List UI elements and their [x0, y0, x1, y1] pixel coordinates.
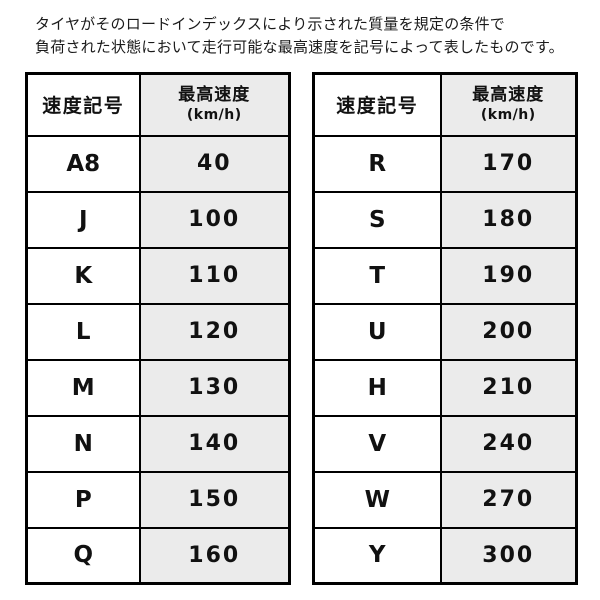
max-speed-cell: 120 [138, 302, 291, 361]
table-row: N 140 [25, 414, 291, 473]
speed-symbol-cell: U [312, 302, 442, 361]
speed-symbol-cell: S [312, 190, 442, 249]
table-row: U 200 [312, 302, 578, 361]
speed-tables-container: 速度記号 最高速度 (km/h) A8 40 J 100 K [25, 72, 578, 585]
table-row: Y 300 [312, 526, 578, 585]
max-speed-cell: 170 [439, 134, 578, 193]
speed-symbol-cell: V [312, 414, 442, 473]
table-row: V 240 [312, 414, 578, 473]
column-header-speed-symbol: 速度記号 [25, 72, 141, 137]
table-row: R 170 [312, 134, 578, 193]
speed-symbol-cell: R [312, 134, 442, 193]
speed-table-right: 速度記号 最高速度 (km/h) R 170 S 180 T [312, 72, 578, 585]
table-row: M 130 [25, 358, 291, 417]
max-speed-cell: 270 [439, 470, 578, 529]
table-row: H 210 [312, 358, 578, 417]
table-row: A8 40 [25, 134, 291, 193]
max-speed-header-label: 最高速度 [178, 85, 251, 106]
header-row: 速度記号 最高速度 (km/h) [25, 72, 291, 137]
max-speed-cell: 200 [439, 302, 578, 361]
max-speed-header-unit: (km/h) [186, 106, 242, 123]
column-header-max-speed: 最高速度 (km/h) [439, 72, 578, 137]
speed-symbol-cell: M [25, 358, 141, 417]
max-speed-cell: 180 [439, 190, 578, 249]
header-row: 速度記号 最高速度 (km/h) [312, 72, 578, 137]
speed-symbol-cell: P [25, 470, 141, 529]
max-speed-cell: 190 [439, 246, 578, 305]
column-header-max-speed: 最高速度 (km/h) [138, 72, 291, 137]
max-speed-cell: 100 [138, 190, 291, 249]
table-row: L 120 [25, 302, 291, 361]
speed-symbol-cell: W [312, 470, 442, 529]
intro-text: タイヤがそのロードインデックスにより示された質量を規定の条件で 負荷された状態に… [35, 13, 564, 59]
speed-symbol-cell: Y [312, 526, 442, 585]
max-speed-cell: 110 [138, 246, 291, 305]
max-speed-header-unit: (km/h) [480, 106, 536, 123]
table-row: T 190 [312, 246, 578, 305]
max-speed-cell: 240 [439, 414, 578, 473]
speed-symbol-cell: L [25, 302, 141, 361]
table-row: K 110 [25, 246, 291, 305]
max-speed-cell: 130 [138, 358, 291, 417]
column-header-speed-symbol: 速度記号 [312, 72, 442, 137]
speed-symbol-cell: J [25, 190, 141, 249]
speed-symbol-cell: N [25, 414, 141, 473]
table-row: S 180 [312, 190, 578, 249]
max-speed-cell: 40 [138, 134, 291, 193]
speed-symbol-cell: Q [25, 526, 141, 585]
speed-table-left: 速度記号 最高速度 (km/h) A8 40 J 100 K [25, 72, 291, 585]
table-row: Q 160 [25, 526, 291, 585]
speed-symbol-cell: H [312, 358, 442, 417]
max-speed-cell: 210 [439, 358, 578, 417]
table-row: W 270 [312, 470, 578, 529]
intro-line-1: タイヤがそのロードインデックスにより示された質量を規定の条件で [35, 15, 506, 33]
speed-symbol-cell: K [25, 246, 141, 305]
intro-line-2: 負荷された状態において走行可能な最高速度を記号によって表したものです。 [35, 38, 564, 56]
max-speed-cell: 160 [138, 526, 291, 585]
max-speed-cell: 300 [439, 526, 578, 585]
table-row: J 100 [25, 190, 291, 249]
table-row: P 150 [25, 470, 291, 529]
max-speed-header-label: 最高速度 [472, 85, 545, 106]
max-speed-cell: 140 [138, 414, 291, 473]
max-speed-cell: 150 [138, 470, 291, 529]
speed-symbol-cell: A8 [25, 134, 141, 193]
speed-symbol-cell: T [312, 246, 442, 305]
